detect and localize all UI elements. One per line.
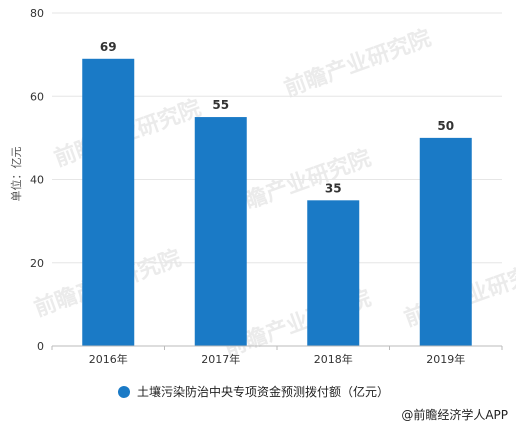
bar — [82, 58, 135, 346]
bar — [307, 200, 360, 346]
y-axis-title: 单位：亿元 — [9, 147, 23, 202]
x-tick-label: 2018年 — [314, 352, 353, 366]
data-label: 35 — [325, 181, 342, 195]
y-axis-ticks: 0 20 40 60 80 — [30, 7, 44, 353]
data-label: 69 — [100, 40, 117, 54]
x-tick-label: 2019年 — [426, 352, 465, 366]
watermark-text: 前瞻产业研究院 — [281, 25, 435, 102]
legend-marker — [118, 386, 130, 398]
data-labels: 69 55 35 50 — [100, 40, 454, 196]
x-tick-label: 2016年 — [89, 352, 128, 366]
legend-label: 土壤污染防治中央专项资金预测拨付额（亿元） — [137, 384, 389, 399]
y-tick-label: 60 — [30, 90, 44, 103]
source-label: @前瞻经济学人APP — [401, 407, 508, 422]
bar — [194, 117, 247, 346]
legend: 土壤污染防治中央专项资金预测拨付额（亿元） — [118, 384, 389, 399]
data-label: 55 — [212, 98, 229, 112]
x-tick-label: 2017年 — [201, 352, 240, 366]
y-tick-label: 20 — [30, 257, 44, 270]
bar — [419, 137, 472, 346]
y-tick-label: 40 — [30, 174, 44, 187]
y-tick-label: 0 — [37, 340, 44, 353]
bars — [82, 58, 472, 346]
data-label: 50 — [437, 119, 454, 133]
x-axis-ticks: 2016年 2017年 2018年 2019年 — [51, 346, 503, 366]
y-tick-label: 80 — [30, 7, 44, 20]
